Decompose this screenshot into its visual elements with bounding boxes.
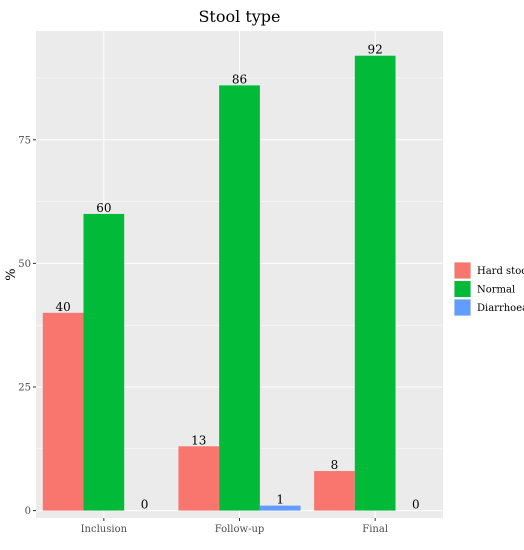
y-tick-label: 25 <box>18 382 31 393</box>
bar-hard-stools-final <box>314 471 355 511</box>
bar-value-label: 8 <box>331 458 339 472</box>
bar-value-label: 1 <box>276 493 284 507</box>
bar-value-label: 0 <box>141 498 149 512</box>
legend: Hard stools Normal Diarrhoea <box>454 262 524 316</box>
bar-value-label: 86 <box>232 72 247 86</box>
y-tick-label: 0 <box>25 506 31 517</box>
legend-label: Diarrhoea <box>477 303 524 314</box>
bar-value-label: 0 <box>412 498 420 512</box>
bar-normal-inclusion <box>83 213 125 511</box>
legend-key-normal <box>454 281 471 297</box>
bar-hard-stools-inclusion <box>42 312 84 511</box>
bar-value-label: 60 <box>96 201 111 215</box>
legend-key-hard-stools <box>454 262 471 279</box>
y-tick-label: 50 <box>18 259 31 270</box>
chart-title: Stool type <box>198 7 280 26</box>
x-tick-label: Inclusion <box>81 524 128 535</box>
bar-value-label: 92 <box>368 43 383 57</box>
bar-value-label: 13 <box>191 433 206 447</box>
legend-label: Normal <box>477 285 515 296</box>
y-tick-label: 75 <box>18 135 31 146</box>
y-axis-label: % <box>4 268 19 280</box>
bar-hard-stools-follow-up <box>178 446 220 511</box>
bar-value-label: 40 <box>55 300 70 314</box>
legend-label: Hard stools <box>477 266 524 277</box>
plot-area: 40 60 0 13 86 1 8 92 0 <box>36 31 443 518</box>
x-tick-label: Follow-up <box>215 524 265 535</box>
bar-normal-final <box>354 55 396 511</box>
legend-key-diarrhoea <box>454 299 471 316</box>
bar-diarrhoea-follow-up <box>259 505 301 511</box>
x-tick-label: Final <box>362 524 388 535</box>
bar-normal-follow-up <box>219 85 260 511</box>
